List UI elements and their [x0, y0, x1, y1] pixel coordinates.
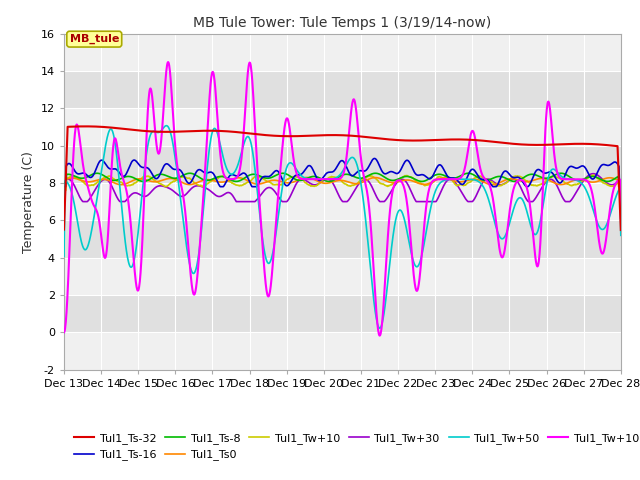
- Tul1_Ts-32: [60, 227, 68, 232]
- Tul1_Tw+30: [328, 179, 335, 184]
- Tul1_Tw+100: [164, 59, 172, 65]
- Tul1_Tw+50: [147, 131, 155, 136]
- Tul1_Tw+10: [617, 188, 625, 193]
- Tul1_Tw+10: [328, 174, 335, 180]
- Tul1_Tw+100: [328, 176, 336, 182]
- Tul1_Tw+10: [317, 179, 325, 184]
- Tul1_Tw+50: [317, 176, 325, 182]
- Tul1_Ts-8: [474, 175, 482, 180]
- Tul1_Tw+100: [60, 329, 68, 335]
- Tul1_Ts-8: [556, 170, 563, 176]
- Tul1_Tw+100: [556, 175, 564, 180]
- Tul1_Tw+10: [589, 172, 597, 178]
- Tul1_Tw+100: [317, 176, 325, 182]
- Tul1_Ts-32: [317, 132, 325, 138]
- Tul1_Ts-8: [148, 175, 156, 181]
- Tul1_Tw+10: [147, 175, 155, 180]
- Bar: [64, 34, 621, 71]
- Tul1_Ts-16: [60, 184, 68, 190]
- Tul1_Ts0: [303, 175, 310, 180]
- Bar: [64, 258, 621, 295]
- Bar: [64, 108, 621, 145]
- Tul1_Ts-16: [556, 180, 563, 186]
- Tul1_Tw+10: [556, 175, 563, 181]
- Tul1_Ts-16: [147, 169, 155, 175]
- Tul1_Ts-32: [610, 143, 618, 149]
- Tul1_Tw+30: [147, 189, 155, 195]
- Tul1_Tw+30: [617, 199, 625, 204]
- Tul1_Ts-16: [474, 173, 482, 179]
- Tul1_Ts-32: [328, 132, 336, 138]
- Tul1_Ts-8: [93, 170, 101, 176]
- Bar: [64, 295, 621, 332]
- Tul1_Tw+50: [556, 172, 564, 178]
- Bar: [64, 332, 621, 370]
- Tul1_Ts-32: [617, 227, 625, 233]
- Tul1_Ts-32: [148, 129, 156, 134]
- Tul1_Tw+30: [474, 190, 481, 196]
- Tul1_Tw+50: [376, 325, 383, 331]
- Tul1_Ts0: [610, 176, 618, 181]
- Tul1_Ts-8: [60, 180, 68, 186]
- Tul1_Ts-8: [317, 176, 325, 182]
- Tul1_Tw+30: [610, 181, 618, 187]
- Tul1_Tw+30: [60, 199, 68, 204]
- Bar: [64, 71, 621, 108]
- Tul1_Tw+100: [611, 184, 618, 190]
- Tul1_Ts-8: [610, 176, 618, 182]
- Line: Tul1_Ts-8: Tul1_Ts-8: [64, 173, 621, 183]
- Tul1_Ts-8: [617, 180, 625, 186]
- Tul1_Ts-16: [610, 159, 618, 165]
- Tul1_Tw+30: [556, 187, 563, 193]
- Y-axis label: Temperature (C): Temperature (C): [22, 151, 35, 252]
- Tul1_Ts-16: [617, 184, 625, 190]
- Tul1_Tw+100: [474, 155, 482, 161]
- Tul1_Ts-16: [317, 177, 325, 183]
- Tul1_Tw+100: [147, 87, 155, 93]
- Tul1_Tw+100: [617, 215, 625, 221]
- Tul1_Ts0: [147, 179, 155, 184]
- Tul1_Ts0: [60, 184, 68, 190]
- Tul1_Tw+10: [60, 188, 68, 193]
- Title: MB Tule Tower: Tule Temps 1 (3/19/14-now): MB Tule Tower: Tule Temps 1 (3/19/14-now…: [193, 16, 492, 30]
- Tul1_Tw+10: [610, 183, 618, 189]
- Tul1_Tw+100: [376, 333, 383, 338]
- Tul1_Tw+50: [611, 199, 618, 204]
- Tul1_Ts-32: [556, 142, 563, 147]
- Text: MB_tule: MB_tule: [70, 34, 119, 44]
- Tul1_Ts-32: [474, 137, 482, 143]
- Tul1_Ts0: [474, 177, 482, 182]
- Tul1_Tw+30: [317, 179, 325, 185]
- Line: Tul1_Tw+100: Tul1_Tw+100: [64, 62, 621, 336]
- Tul1_Ts0: [317, 180, 325, 186]
- Bar: [64, 220, 621, 258]
- Tul1_Tw+50: [163, 123, 170, 129]
- Line: Tul1_Tw+50: Tul1_Tw+50: [64, 126, 621, 328]
- Line: Tul1_Ts0: Tul1_Ts0: [64, 178, 621, 187]
- Tul1_Ts0: [617, 184, 625, 190]
- Tul1_Tw+50: [474, 179, 482, 184]
- Tul1_Tw+30: [589, 171, 597, 177]
- Tul1_Ts-8: [328, 178, 336, 184]
- Tul1_Tw+50: [60, 253, 68, 259]
- Line: Tul1_Ts-16: Tul1_Ts-16: [64, 158, 621, 187]
- Line: Tul1_Ts-32: Tul1_Ts-32: [64, 126, 621, 230]
- Bar: [64, 183, 621, 220]
- Tul1_Ts0: [328, 179, 336, 185]
- Line: Tul1_Tw+10: Tul1_Tw+10: [64, 175, 621, 191]
- Line: Tul1_Tw+30: Tul1_Tw+30: [64, 174, 621, 202]
- Tul1_Ts0: [556, 181, 563, 187]
- Tul1_Ts-32: [81, 123, 89, 129]
- Tul1_Ts-16: [328, 169, 335, 175]
- Tul1_Tw+50: [328, 176, 336, 182]
- Bar: [64, 145, 621, 183]
- Legend: Tul1_Ts-32, Tul1_Ts-16, Tul1_Ts-8, Tul1_Ts0, Tul1_Tw+10, Tul1_Tw+30, Tul1_Tw+50,: Tul1_Ts-32, Tul1_Ts-16, Tul1_Ts-8, Tul1_…: [70, 429, 640, 465]
- Tul1_Tw+50: [617, 232, 625, 238]
- Tul1_Ts-16: [371, 156, 378, 161]
- Tul1_Tw+10: [474, 174, 481, 180]
